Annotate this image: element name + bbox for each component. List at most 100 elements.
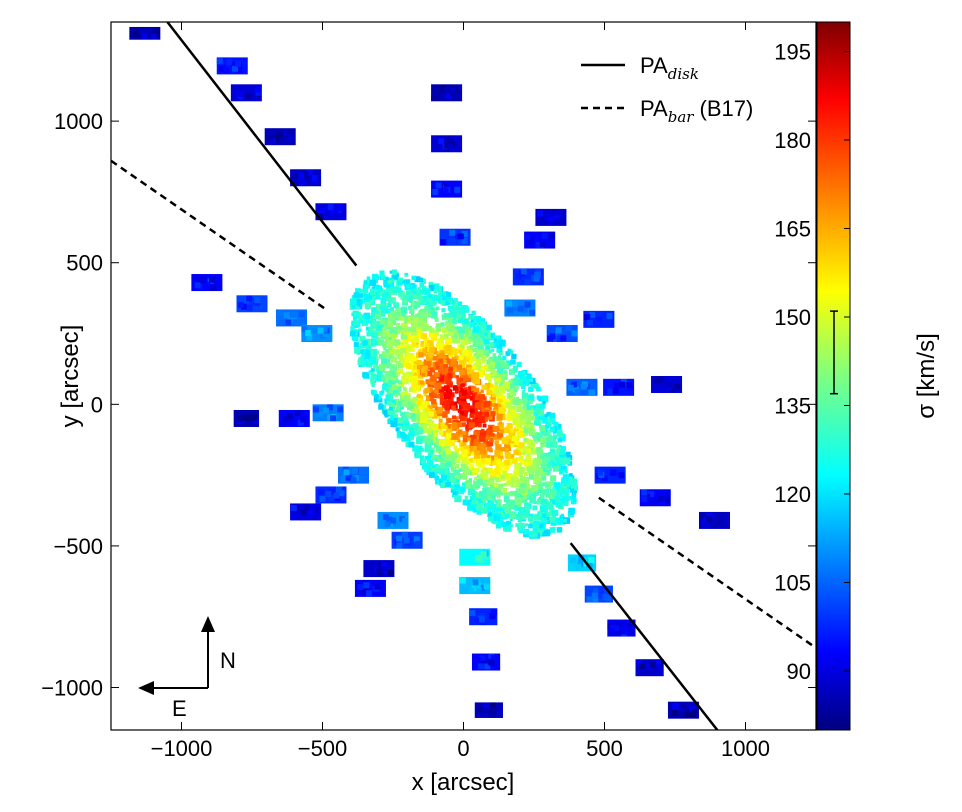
bulge-point [473,353,480,360]
bulge-point [400,332,408,340]
bulge-point [401,325,408,333]
bulge-point [420,340,424,345]
bulge-point [484,382,491,389]
bulge-point [539,456,545,462]
field-6-cell [208,276,215,283]
field-12-cell [326,409,333,416]
bulge-point [359,343,365,349]
bulge-point [568,496,573,501]
bulge-point [409,413,416,419]
field-13-cell [313,506,320,513]
bulge-point [498,436,503,441]
bulge-point [548,434,552,438]
bulge-point [506,520,510,524]
bulge-point [494,406,498,410]
bulge-point [438,365,445,372]
bulge-point [501,447,506,452]
bulge-point [510,429,515,433]
bulge-point [521,511,527,516]
bulge-point [464,481,472,489]
bulge-point [468,478,472,482]
bulge-point [489,401,495,406]
bulge-point [451,405,456,411]
bulge-point [473,343,477,348]
bulge-point [532,527,539,534]
pa-lines [111,22,816,730]
field-26-cell [586,596,593,603]
bulge-point [546,412,552,417]
bulge-point [557,437,563,443]
bulge-point [453,331,459,337]
bulge-point [541,473,545,477]
bulge-point [381,304,387,309]
field-24-cell [481,707,488,714]
bulge-point [379,270,385,276]
bulge-point [413,361,421,368]
bulge-point [487,512,492,517]
bulge-point [391,384,398,391]
field-9-cell [310,327,317,334]
bulge-point [461,396,467,403]
bulge-point [560,513,564,517]
bulge-point [417,320,425,328]
bulge-point [403,331,407,335]
bulge-point [396,430,402,436]
bulge-point [507,348,512,353]
bulge-point [475,456,481,462]
bulge-point [528,377,534,382]
bulge-point [408,441,415,448]
bulge-point [516,488,523,494]
bulge-point [480,469,487,476]
bulge-point [485,350,489,354]
bulge-point [426,438,433,446]
bulge-point [444,468,450,473]
field-27-cell [610,624,617,631]
bulge-point [479,435,486,442]
bulge-point [471,457,476,462]
bulge-point [493,514,501,521]
bulge-point [538,484,543,489]
bulge-point [559,454,565,461]
bulge-point [365,360,373,368]
bulge-point [477,371,484,378]
bulge-point [471,310,476,315]
bulge-point [423,288,431,296]
bulge-point [460,338,468,345]
bulge-point [510,359,516,365]
pa-line-0-segment-0 [166,22,358,267]
bulge-point [469,335,473,339]
bulge-point [449,299,453,303]
bulge-point [483,467,487,471]
bulge-point [525,455,532,462]
bulge-point [410,320,418,328]
bulge-point [549,412,556,419]
bulge-point [422,296,429,303]
bulge-point [463,375,469,381]
bulge-point [391,269,398,275]
field-16-cell [387,569,394,576]
bulge-point [414,430,420,436]
bulge-point [373,395,381,403]
bulge-point [359,335,366,342]
bulge-point [570,488,575,493]
bulge-point [450,484,454,488]
bulge-point [444,404,451,411]
bulge-point [549,516,556,523]
bulge-point [443,414,447,418]
field-31-cell [648,491,655,498]
field-31-cell [663,498,670,505]
bulge-point [521,497,528,503]
bulge-point [491,348,495,352]
bulge-point [427,307,435,315]
bulge-point [455,456,461,463]
bulge-point [404,279,411,286]
bulge-point [474,403,482,411]
bulge-point [553,482,561,490]
field-8-cell [298,311,305,318]
bulge-point [413,364,418,370]
bulge-point [417,299,421,303]
bulge-point [499,357,505,363]
bulge-point [542,418,548,424]
bulge-point [490,411,496,416]
bulge-point [455,313,461,319]
